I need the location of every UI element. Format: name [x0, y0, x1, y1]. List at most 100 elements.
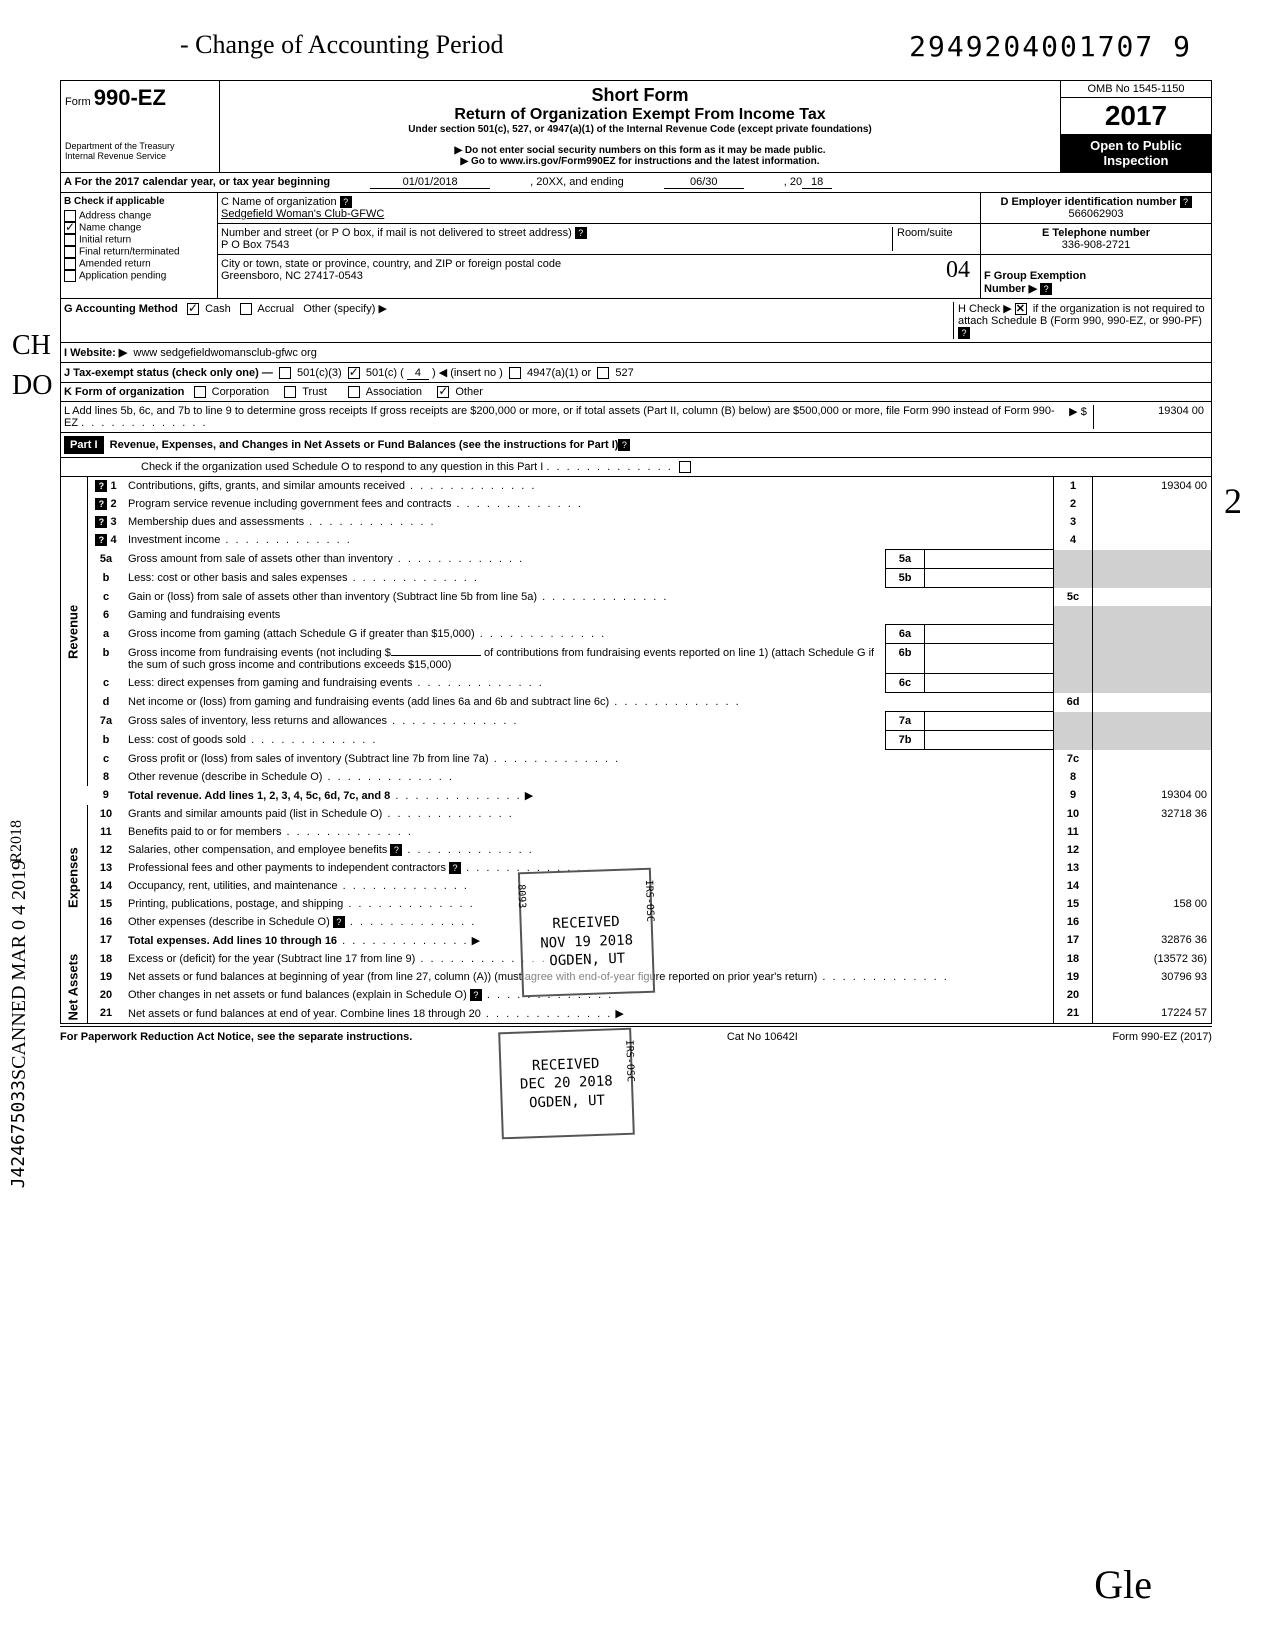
help-icon[interactable]: ? — [95, 480, 107, 492]
checkbox-501c3[interactable] — [279, 367, 291, 379]
help-icon[interactable]: ? — [390, 844, 402, 856]
ld: Gross income from gaming (attach Schedul… — [128, 628, 475, 640]
ld: Benefits paid to or for members — [128, 826, 281, 838]
checkbox-501c[interactable] — [348, 367, 360, 379]
lrv — [1093, 986, 1212, 1004]
name-label: C Name of organization — [221, 196, 337, 208]
lmv — [925, 731, 1054, 750]
handwritten-2: 2 — [1224, 480, 1242, 522]
org-info-block: B Check if applicable Address change Nam… — [60, 193, 1212, 299]
checkbox-assoc[interactable] — [348, 386, 360, 398]
revenue-vlabel: Revenue — [61, 477, 88, 786]
lrn: 7c — [1054, 750, 1093, 769]
row-a-label: A For the 2017 calendar year, or tax yea… — [64, 176, 330, 189]
ln: 4 — [110, 534, 116, 546]
website-value: www sedgefieldwomansclub-gfwc org — [133, 347, 316, 359]
lrn: 18 — [1054, 950, 1093, 968]
help-icon[interactable]: ? — [1180, 196, 1192, 208]
lmv — [925, 674, 1054, 693]
lrv: 30796 93 — [1093, 968, 1212, 986]
doodle-do: DO — [12, 370, 52, 402]
checkbox-name-change[interactable] — [64, 222, 76, 234]
shaded-cell — [1054, 674, 1093, 693]
row-a-mid: , 20XX, and ending — [530, 176, 624, 189]
lrn: 10 — [1054, 805, 1093, 823]
checkbox-app-pending[interactable] — [64, 270, 76, 282]
city-value: Greensboro, NC 27417-0543 — [221, 270, 363, 282]
checkbox-cash[interactable] — [187, 303, 199, 315]
j-501c-num: 4 — [407, 367, 429, 380]
shaded-cell — [1054, 731, 1093, 750]
lmn: 5b — [886, 569, 925, 588]
help-icon[interactable]: ? — [1040, 283, 1052, 295]
lmv — [925, 712, 1054, 731]
ld: Gross amount from sale of assets other t… — [128, 553, 393, 565]
help-icon[interactable]: ? — [575, 227, 587, 239]
checkbox-corp[interactable] — [194, 386, 206, 398]
street-label: Number and street (or P O box, if mail i… — [221, 227, 572, 239]
return-title: Return of Organization Exempt From Incom… — [224, 106, 1056, 124]
other-label: Other (specify) ▶ — [303, 303, 387, 315]
checkbox-initial-return[interactable] — [64, 234, 76, 246]
help-icon[interactable]: ? — [958, 327, 970, 339]
ln: 9 — [88, 786, 125, 805]
k-label: K Form of organization — [64, 386, 184, 398]
help-icon[interactable]: ? — [618, 439, 630, 451]
lrn: 5c — [1054, 588, 1093, 607]
checkbox-accrual[interactable] — [240, 303, 252, 315]
ld: Less: direct expenses from gaming and fu… — [128, 677, 412, 689]
col-d-e-f: D Employer identification number ? 56606… — [980, 193, 1211, 298]
help-icon[interactable]: ? — [340, 196, 352, 208]
checkbox-final-return[interactable] — [64, 246, 76, 258]
stamp-text: RECEIVED DEC 20 2018 OGDEN, UT — [520, 1056, 613, 1111]
lmv — [925, 644, 1054, 674]
checkbox-trust[interactable] — [284, 386, 296, 398]
ln: a — [88, 625, 125, 644]
subtitle: Under section 501(c), 527, or 4947(a)(1)… — [224, 124, 1056, 135]
j-label: J Tax-exempt status (check only one) — — [64, 367, 273, 379]
form-year: 2017 — [1061, 98, 1211, 134]
row-g-h: G Accounting Method Cash Accrual Other (… — [60, 299, 1212, 343]
help-icon[interactable]: ? — [449, 862, 461, 874]
help-icon[interactable]: ? — [470, 989, 482, 1001]
lmn: 6b — [886, 644, 925, 674]
ln: 20 — [88, 986, 125, 1004]
k-o2: Trust — [302, 386, 327, 398]
checkbox-schedule-b[interactable] — [1015, 303, 1027, 315]
ln: 8 — [88, 768, 125, 786]
lmn: 7b — [886, 731, 925, 750]
help-icon[interactable]: ? — [95, 516, 107, 528]
j-o3: 4947(a)(1) or — [527, 367, 591, 379]
checkbox-4947[interactable] — [509, 367, 521, 379]
ld: Total expenses. Add lines 10 through 16 — [128, 935, 337, 947]
lrv — [1093, 750, 1212, 769]
ld: Other changes in net assets or fund bala… — [128, 989, 467, 1001]
ln: 11 — [88, 823, 125, 841]
row-j: J Tax-exempt status (check only one) — 5… — [60, 363, 1212, 383]
help-icon[interactable]: ? — [95, 498, 107, 510]
cb-label-5: Application pending — [79, 271, 166, 282]
r2018-note: R2018 — [8, 820, 26, 863]
received-stamp-1: 8093 RECEIVED NOV 19 2018 OGDEN, UT IRS-… — [518, 868, 655, 998]
lrv: (13572 36) — [1093, 950, 1212, 968]
ln: b — [88, 731, 125, 750]
help-icon[interactable]: ? — [95, 534, 107, 546]
lrv: 19304 00 — [1093, 477, 1212, 495]
lmv — [925, 625, 1054, 644]
lrn: 6d — [1054, 693, 1093, 712]
cb-label-1: Name change — [79, 223, 141, 234]
checkbox-527[interactable] — [597, 367, 609, 379]
stamp-side-code: IRS-OSC — [622, 1040, 636, 1083]
ld: Gain or (loss) from sale of assets other… — [128, 591, 537, 603]
form-header: Form 990-EZ Department of the Treasury I… — [60, 80, 1212, 173]
ld: Investment income — [128, 534, 220, 546]
checkbox-schedule-o[interactable] — [679, 461, 691, 473]
ln: 12 — [88, 841, 125, 859]
help-icon[interactable]: ? — [333, 916, 345, 928]
checkbox-other-org[interactable] — [437, 386, 449, 398]
k-o4: Other — [455, 386, 483, 398]
col-b-header: B Check if applicable — [64, 196, 214, 207]
short-form-title: Short Form — [224, 85, 1056, 106]
lrv: 17224 57 — [1093, 1004, 1212, 1024]
checkbox-amended[interactable] — [64, 258, 76, 270]
